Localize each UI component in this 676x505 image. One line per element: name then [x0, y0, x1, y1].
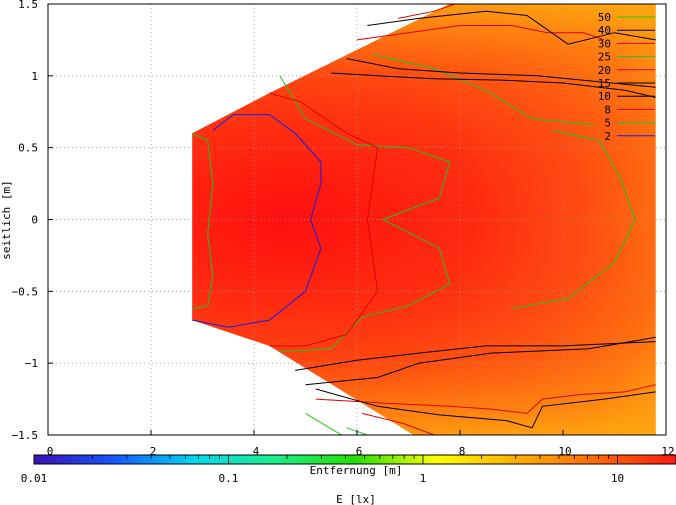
y-tick-label: 1 [31, 70, 38, 83]
legend-label: 40 [598, 24, 611, 37]
y-tick-label: 0.5 [18, 142, 38, 155]
contour-line-5 [372, 53, 594, 126]
contour-line-15 [305, 336, 656, 386]
y-tick-label: −0.5 [12, 285, 39, 298]
x-tick-label: 6 [356, 445, 363, 458]
legend-label: 30 [598, 37, 611, 50]
contour-line-2 [192, 114, 322, 328]
legend-label: 10 [598, 90, 611, 103]
contour-line-40 [315, 388, 656, 429]
contour-line-20 [315, 384, 656, 414]
legend-label: 2 [604, 130, 611, 143]
heat-domain-edge [192, 4, 656, 435]
colorbar-tick-label: 0.01 [21, 472, 48, 485]
legend-label: 15 [598, 77, 611, 90]
legend-label: 20 [598, 64, 611, 77]
contour-line-10 [295, 341, 656, 371]
legend-label: 25 [598, 51, 611, 64]
contour-line-8 [269, 92, 379, 347]
y-tick-label: 1.5 [18, 0, 38, 11]
legend-label: 50 [598, 11, 611, 24]
colorbar-fill [34, 455, 676, 464]
x-axis-label: Entfernung [m] [310, 464, 403, 477]
contour-line-5 [511, 129, 636, 310]
legend-label: 5 [604, 117, 611, 130]
contour-line-10 [331, 72, 656, 98]
contour-line-30 [361, 412, 435, 435]
contour-line-40 [367, 10, 656, 45]
legend-label: 8 [604, 103, 611, 116]
colorbar-tick-label: 1 [420, 472, 427, 485]
colorbar-tick-label: 10 [611, 472, 624, 485]
contour-line-15 [346, 58, 656, 88]
colorbar-frame [33, 454, 676, 465]
colorbar-label: E [lx] [336, 493, 376, 505]
x-tick-label: 0 [47, 445, 54, 458]
y-axis-label: seitlich [m] [0, 180, 13, 259]
colorbar: 0.01 0.1 1 10 [21, 454, 676, 485]
colorbar-tick-label: 0.1 [219, 472, 239, 485]
x-tick-label: 4 [253, 445, 260, 458]
grid [48, 4, 666, 435]
colorbar-ticks: 0.01 0.1 1 10 [21, 454, 676, 485]
contour-line-20 [356, 25, 605, 41]
contour-line-5 [191, 132, 214, 310]
y-tick-label: 0 [31, 214, 38, 227]
contour-lines [191, 4, 656, 435]
y-tick-label: −1.5 [12, 429, 39, 442]
axis-ticks: 0 2 4 6 8 10 121.510.50−0.5−1−1.5 [12, 0, 675, 458]
y-tick-label: −1 [25, 357, 38, 370]
x-tick-label: 8 [459, 445, 466, 458]
heatmap-surface [192, 4, 656, 435]
contour-line-50 [305, 412, 342, 435]
contour-line-5 [279, 75, 451, 353]
x-tick-label: 2 [150, 445, 157, 458]
contour-line-30 [398, 4, 456, 19]
